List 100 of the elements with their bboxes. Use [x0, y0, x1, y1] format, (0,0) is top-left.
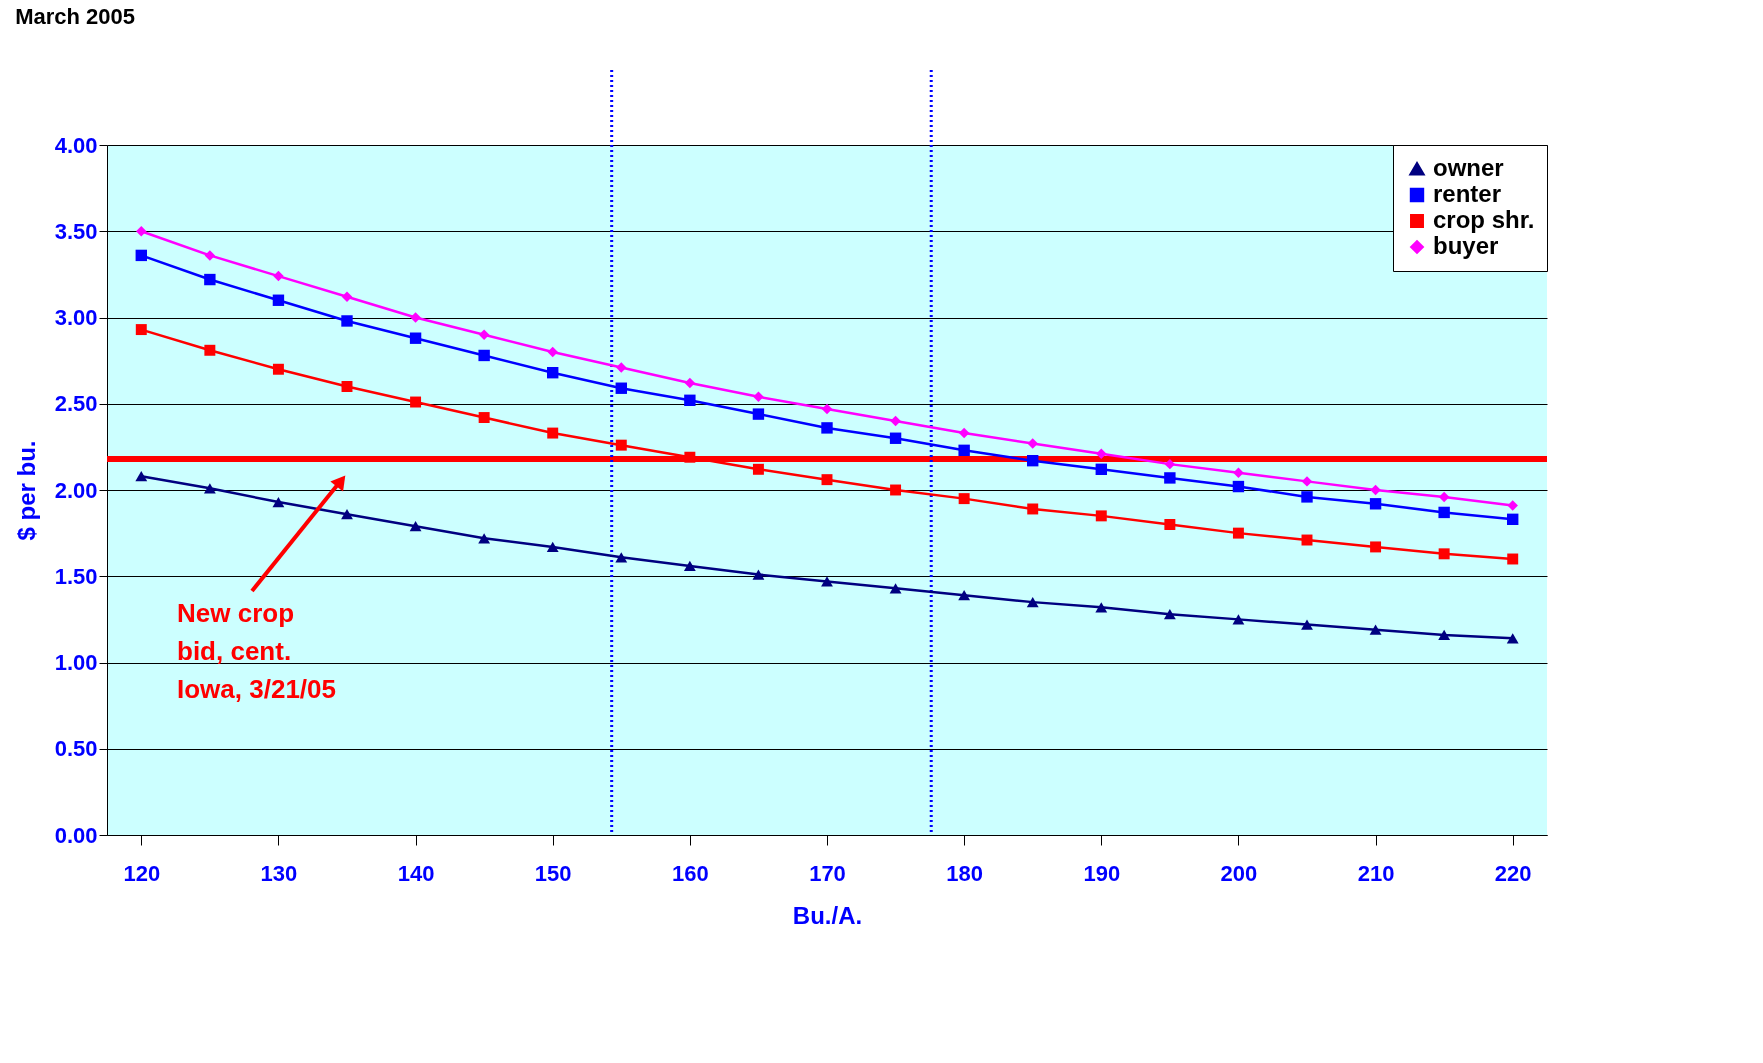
x-tick-label: 120 — [123, 860, 161, 886]
x-axis-title: Bu./A. — [792, 901, 863, 929]
point — [1095, 463, 1107, 475]
x-tick-label: 130 — [260, 860, 298, 886]
point — [1438, 629, 1451, 641]
point — [889, 583, 902, 594]
point — [547, 427, 559, 439]
point — [273, 270, 284, 282]
point — [821, 576, 833, 587]
legend-label: owner — [1433, 154, 1504, 181]
point — [410, 312, 421, 323]
point — [478, 412, 490, 424]
point — [1301, 491, 1313, 503]
x-tick-label: 220 — [1494, 860, 1532, 886]
y-tick-label: 4.00 — [54, 132, 98, 158]
point — [1027, 454, 1039, 467]
legend-label: buyer — [1433, 232, 1499, 259]
point — [341, 509, 353, 520]
y-tick-label: 1.50 — [54, 563, 98, 589]
point — [752, 408, 765, 420]
point — [1438, 506, 1450, 519]
point — [203, 483, 216, 494]
legend-label: crop shr. — [1433, 206, 1535, 233]
point — [1232, 527, 1244, 539]
point — [1096, 448, 1107, 460]
point — [684, 377, 696, 389]
point — [478, 349, 490, 362]
point — [890, 415, 901, 427]
point — [1164, 472, 1176, 484]
legend-label: renter — [1433, 180, 1502, 207]
point — [547, 346, 558, 358]
y-tick-label: 3.00 — [54, 305, 98, 330]
x-tick-label: 180 — [946, 860, 983, 886]
point — [958, 493, 970, 505]
point — [272, 294, 285, 306]
point — [1095, 602, 1108, 613]
point — [958, 427, 970, 439]
point — [546, 541, 559, 553]
y-tick-label: 2.50 — [54, 391, 98, 417]
point — [958, 590, 971, 601]
point — [135, 249, 147, 262]
point — [136, 226, 147, 237]
point — [1507, 553, 1519, 565]
point — [1370, 484, 1381, 496]
chart-title: March 2005 — [15, 3, 136, 29]
point — [1507, 500, 1518, 511]
y-tick-label: 2.00 — [54, 477, 98, 503]
x-tick-label: 190 — [1083, 860, 1121, 886]
point — [1164, 519, 1176, 530]
point — [1027, 503, 1039, 515]
point — [753, 391, 764, 403]
point — [1095, 510, 1107, 522]
point — [684, 394, 696, 406]
point — [958, 444, 970, 457]
point — [1026, 597, 1039, 608]
point — [410, 396, 422, 408]
point — [409, 332, 422, 344]
x-tick-label: 210 — [1357, 860, 1395, 886]
point — [752, 569, 765, 580]
point — [821, 403, 833, 415]
point — [684, 451, 696, 463]
point — [135, 324, 147, 336]
y-tick-label: 1.00 — [54, 650, 98, 675]
point — [478, 533, 491, 544]
point — [478, 329, 490, 340]
x-tick-label: 170 — [809, 860, 846, 886]
point — [1301, 476, 1313, 487]
point — [341, 381, 353, 392]
point — [615, 552, 628, 563]
point — [1438, 548, 1450, 560]
y-tick-label: 3.50 — [54, 218, 98, 244]
point — [1164, 458, 1176, 470]
point — [1507, 513, 1519, 526]
point — [821, 422, 833, 434]
point — [821, 474, 833, 486]
point — [204, 250, 216, 261]
point — [1233, 467, 1244, 478]
point — [409, 521, 422, 532]
point — [135, 471, 148, 482]
point — [1370, 541, 1382, 553]
point — [272, 496, 285, 508]
point — [1506, 633, 1519, 644]
point — [341, 291, 353, 303]
point — [890, 484, 902, 496]
point — [1163, 609, 1176, 620]
y-tick-label: 0.00 — [54, 822, 98, 848]
point — [615, 382, 627, 394]
point — [1232, 614, 1245, 625]
point — [1301, 619, 1313, 630]
point — [1369, 624, 1382, 635]
point — [547, 367, 559, 379]
point — [1232, 480, 1245, 493]
x-tick-label: 160 — [672, 860, 709, 886]
x-tick-label: 200 — [1220, 860, 1258, 886]
point — [204, 344, 216, 356]
point — [204, 273, 216, 286]
y-axis-title: $ per bu. — [12, 440, 40, 541]
y-tick-label: 0.50 — [54, 736, 98, 762]
point — [341, 315, 353, 327]
point — [272, 363, 284, 375]
